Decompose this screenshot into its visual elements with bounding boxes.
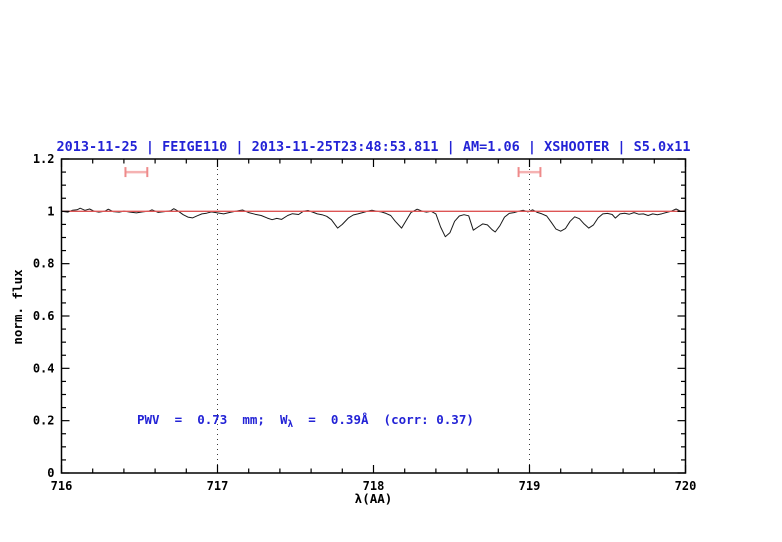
plot-generated-overlay: 716 717 718 719 720 0 0.2 0.4 0.6 0.8 1 1.2 <box>33 152 697 493</box>
annotation-prefix: PWV = 0.73 mm; W <box>137 412 288 427</box>
plot-title: 2013-11-25 | FEIGE110 | 2013-11-25T23:48… <box>57 139 691 155</box>
x-tick-label: 720 <box>675 479 697 493</box>
y-tick-label: 0.4 <box>33 361 55 375</box>
y-tick-label: 0 <box>47 466 54 480</box>
annotation-lambda-subscript: λ <box>288 419 294 430</box>
y-tick-label: 0.8 <box>33 257 55 271</box>
annotation-suffix: = 0.39Å (corr: 0.37) <box>293 412 474 427</box>
x-tick-label: 719 <box>519 479 541 493</box>
x-tick-label: 716 <box>51 479 73 493</box>
x-tick-label: 717 <box>207 479 229 493</box>
y-tick-label: 0.6 <box>33 309 55 323</box>
x-tick-label: 718 <box>363 479 385 493</box>
pwv-annotation: PWV = 0.73 mm; Wλ = 0.39Å (corr: 0.37) <box>137 412 474 430</box>
spectrum-line <box>61 207 686 238</box>
y-axis-label: norm. flux <box>10 269 25 345</box>
y-tick-label: 1.2 <box>33 152 55 166</box>
y-tick-label: 0.2 <box>33 414 55 428</box>
y-tick-label: 1 <box>47 204 54 218</box>
x-axis-label: λ(AA) <box>355 491 393 506</box>
